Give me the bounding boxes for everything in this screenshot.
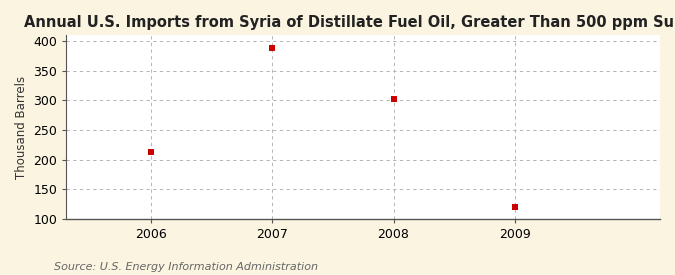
- Y-axis label: Thousand Barrels: Thousand Barrels: [15, 75, 28, 178]
- Title: Annual U.S. Imports from Syria of Distillate Fuel Oil, Greater Than 500 ppm Sulf: Annual U.S. Imports from Syria of Distil…: [24, 15, 675, 30]
- Text: Source: U.S. Energy Information Administration: Source: U.S. Energy Information Administ…: [54, 262, 318, 272]
